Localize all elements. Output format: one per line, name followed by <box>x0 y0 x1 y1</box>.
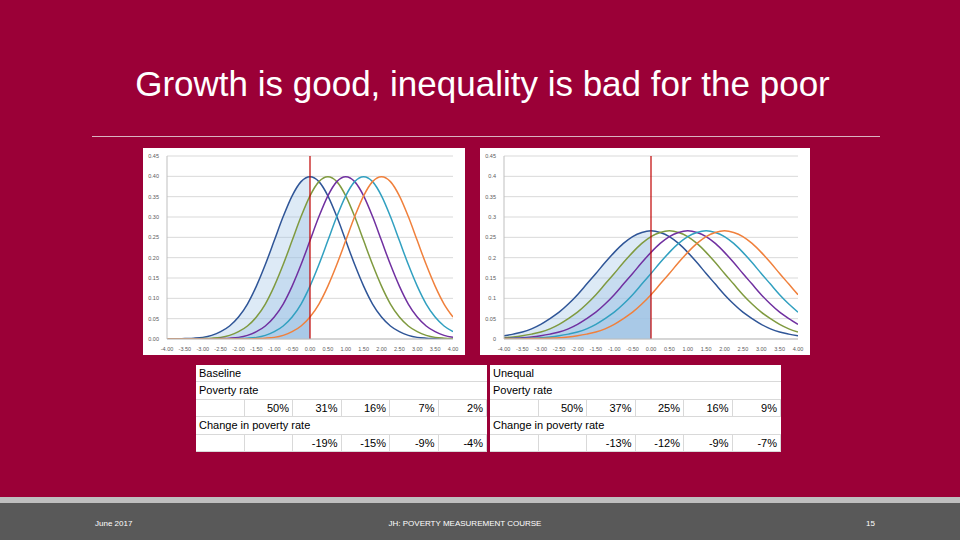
html-text:16%: 16% <box>364 401 386 414</box>
html-text:-19%: -19% <box>311 436 338 449</box>
svg-text:1.50: 1.50 <box>358 346 369 352</box>
svg-text:0.00: 0.00 <box>148 336 159 342</box>
html-text:31%: 31% <box>315 401 338 414</box>
svg-text:4.00: 4.00 <box>448 346 459 352</box>
html-text:Poverty rate: Poverty rate <box>199 384 259 397</box>
html-text:Poverty rate: Poverty rate <box>493 384 553 397</box>
svg-text:-3.50: -3.50 <box>516 346 529 352</box>
html-text:-15%: -15% <box>360 436 386 449</box>
svg-text:-2.50: -2.50 <box>553 346 566 352</box>
html-text:16%: 16% <box>706 401 729 414</box>
svg-text:-3.50: -3.50 <box>179 346 192 352</box>
svg-text:0.45: 0.45 <box>148 153 159 159</box>
svg-text:-0.50: -0.50 <box>286 346 299 352</box>
svg-text:0.00: 0.00 <box>646 346 657 352</box>
html-text:2%: 2% <box>467 401 483 414</box>
svg-text:0.1: 0.1 <box>488 295 496 301</box>
svg-text:3.00: 3.00 <box>412 346 423 352</box>
html-text:JH: POVERTY MEASUREMENT COURSE: JH: POVERTY MEASUREMENT COURSE <box>388 519 542 528</box>
svg-text:3.50: 3.50 <box>430 346 441 352</box>
svg-text:1.50: 1.50 <box>701 346 712 352</box>
svg-text:-2.00: -2.00 <box>232 346 245 352</box>
html-text:15: 15 <box>866 519 875 528</box>
svg-text:0.25: 0.25 <box>485 234 496 240</box>
svg-text:1.00: 1.00 <box>340 346 351 352</box>
svg-text:0.3: 0.3 <box>488 214 496 220</box>
html-text:-4%: -4% <box>463 436 483 449</box>
svg-text:2.00: 2.00 <box>376 346 387 352</box>
svg-text:2.50: 2.50 <box>738 346 749 352</box>
html-text:-7%: -7% <box>757 436 777 449</box>
html-text:37%: 37% <box>609 401 632 414</box>
html-text:-9%: -9% <box>414 436 435 449</box>
svg-text:0.35: 0.35 <box>485 194 496 200</box>
svg-text:0.10: 0.10 <box>148 295 159 301</box>
html-text:-12%: -12% <box>654 436 680 449</box>
svg-text:-3.00: -3.00 <box>196 346 209 352</box>
svg-text:1.00: 1.00 <box>682 346 693 352</box>
html-text:Change in poverty rate: Change in poverty rate <box>493 419 605 432</box>
svg-text:-4.00: -4.00 <box>161 346 174 352</box>
svg-text:2.50: 2.50 <box>394 346 405 352</box>
svg-text:4.00: 4.00 <box>793 346 804 352</box>
svg-text:-2.00: -2.00 <box>571 346 584 352</box>
html-text:9%: 9% <box>761 401 777 414</box>
svg-text:-1.00: -1.00 <box>608 346 621 352</box>
html-text:50%: 50% <box>267 401 289 414</box>
html-text:Change in poverty rate: Change in poverty rate <box>199 419 311 432</box>
svg-text:-1.00: -1.00 <box>268 346 281 352</box>
svg-text:2.00: 2.00 <box>719 346 730 352</box>
svg-text:3.00: 3.00 <box>756 346 767 352</box>
html-text:Unequal: Unequal <box>493 367 534 379</box>
html-text:25%: 25% <box>658 401 680 414</box>
svg-text:-0.50: -0.50 <box>626 346 639 352</box>
html-text:Baseline: Baseline <box>199 367 242 379</box>
svg-text:0.2: 0.2 <box>488 255 496 261</box>
svg-text:-2.50: -2.50 <box>214 346 227 352</box>
svg-text:0.50: 0.50 <box>323 346 334 352</box>
svg-text:0.20: 0.20 <box>148 255 159 261</box>
html-text:Growth is good, inequality is: Growth is good, inequality is bad for th… <box>135 64 830 103</box>
html-text:-9%: -9% <box>708 436 729 449</box>
svg-text:-4.00: -4.00 <box>498 346 511 352</box>
svg-text:0.25: 0.25 <box>148 234 159 240</box>
html-text:50%: 50% <box>561 401 583 414</box>
html-text:7%: 7% <box>418 401 435 414</box>
svg-text:0.50: 0.50 <box>664 346 675 352</box>
svg-text:0.45: 0.45 <box>485 153 496 159</box>
svg-text:0.15: 0.15 <box>485 275 496 281</box>
svg-text:-3.00: -3.00 <box>534 346 547 352</box>
svg-text:-1.50: -1.50 <box>250 346 263 352</box>
svg-text:0.15: 0.15 <box>148 275 159 281</box>
svg-text:0: 0 <box>493 336 496 342</box>
svg-text:-1.50: -1.50 <box>590 346 603 352</box>
svg-text:0.30: 0.30 <box>148 214 159 220</box>
html-text:-13%: -13% <box>605 436 632 449</box>
svg-text:3.50: 3.50 <box>774 346 785 352</box>
svg-text:0.4: 0.4 <box>488 173 496 179</box>
svg-text:0.05: 0.05 <box>148 316 159 322</box>
svg-text:0.05: 0.05 <box>485 316 496 322</box>
svg-text:0.35: 0.35 <box>148 194 159 200</box>
svg-text:0.40: 0.40 <box>148 173 159 179</box>
svg-text:0.00: 0.00 <box>305 346 316 352</box>
html-text:June 2017: June 2017 <box>95 519 133 528</box>
